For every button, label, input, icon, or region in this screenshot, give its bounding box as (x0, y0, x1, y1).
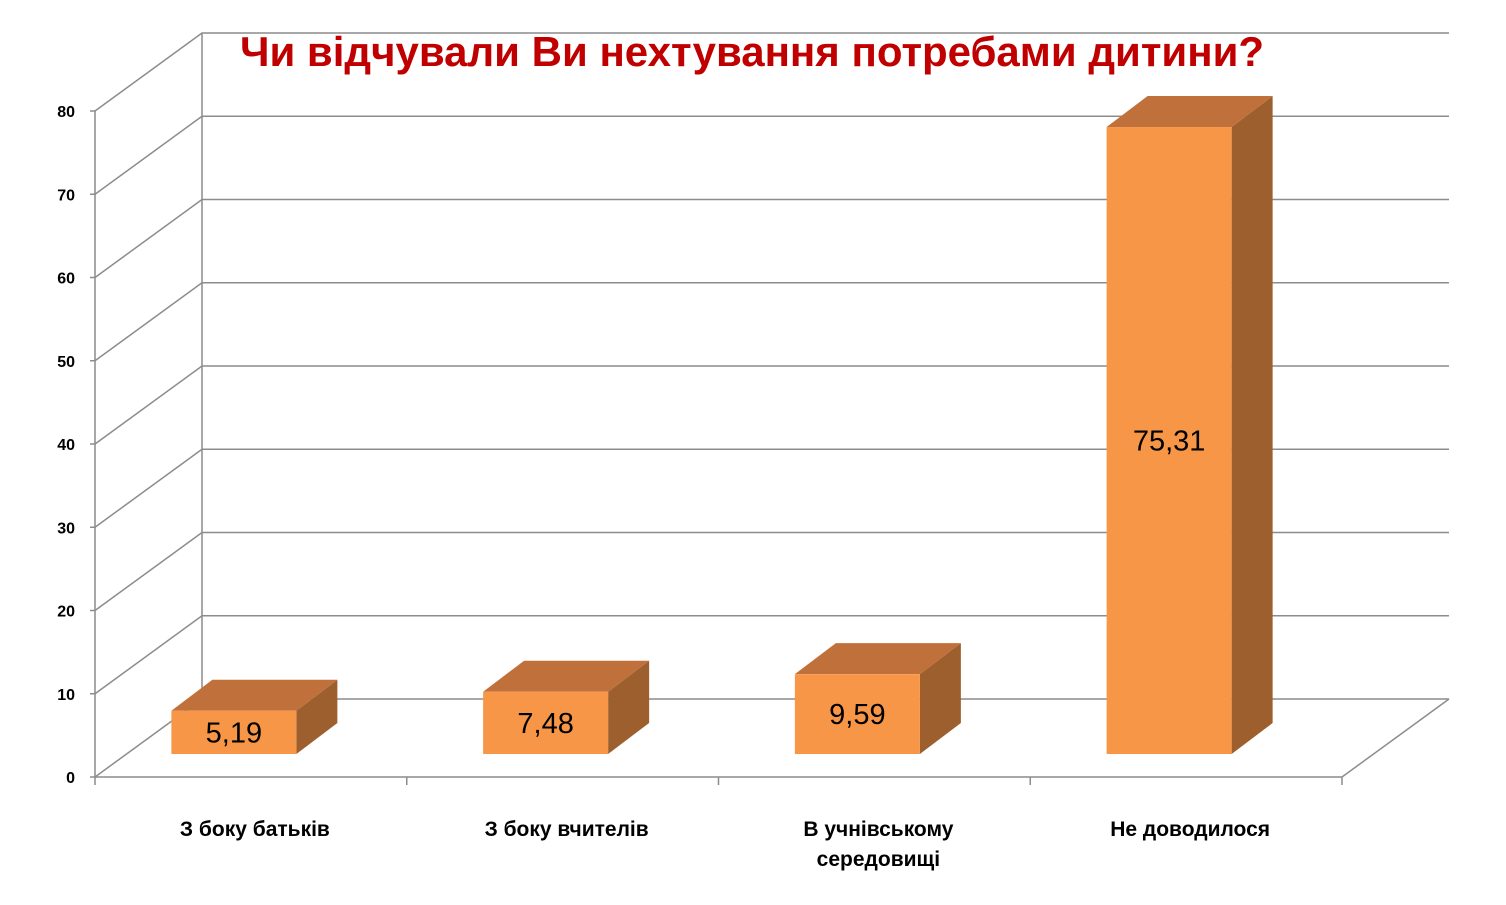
bar-side (608, 660, 650, 754)
bar: 9,59 (794, 643, 961, 754)
data-label: 9,59 (829, 699, 885, 731)
chart-title: Чи відчували Ви нехтування потребами дит… (240, 28, 1264, 75)
axes (90, 33, 1450, 785)
x-tick-label: В учнівському середовищі (803, 818, 953, 871)
y-tick-label: 80 (57, 104, 75, 121)
y-tick-label: 0 (66, 770, 75, 787)
data-label: 7,48 (517, 708, 573, 740)
bar: 5,19 (171, 679, 338, 754)
y-tick-label: 70 (57, 187, 75, 204)
bar-front (483, 691, 609, 754)
x-tick-label: Не доводилося (1110, 818, 1270, 841)
y-tick-label: 10 (57, 687, 75, 704)
floor-right-edge (1341, 698, 1450, 778)
y-axis-ticks: 0 10 20 30 40 50 60 70 80 (57, 104, 75, 787)
bar-top (483, 660, 650, 692)
bar: 7,48 (483, 660, 650, 754)
bar-top (1106, 96, 1273, 128)
data-label: 75,31 (1133, 426, 1206, 458)
bar-top (794, 643, 961, 675)
y-tick-label: 60 (57, 271, 75, 288)
x-axis-ticks: З боку батьків З боку вчителів В учнівсько… (180, 818, 1270, 871)
y-tick-label: 30 (57, 520, 75, 537)
bar-front (1106, 127, 1232, 754)
bar-top (171, 679, 338, 711)
bar-front (794, 674, 920, 754)
x-tick-label: З боку батьків (180, 818, 330, 841)
y-tick-label: 40 (57, 437, 75, 454)
x-tick-label: З боку вчителів (485, 818, 649, 841)
data-label: 5,19 (206, 717, 262, 749)
bars: 5,19 7,48 9,59 75,31 (171, 96, 1273, 754)
y-tick-label: 20 (57, 604, 75, 621)
bar-side (296, 679, 338, 754)
bar: 75,31 (1106, 96, 1273, 754)
bar-side (919, 643, 961, 754)
y-tick-label: 50 (57, 354, 75, 371)
bar-side (1231, 96, 1273, 754)
bar-front (171, 710, 297, 754)
